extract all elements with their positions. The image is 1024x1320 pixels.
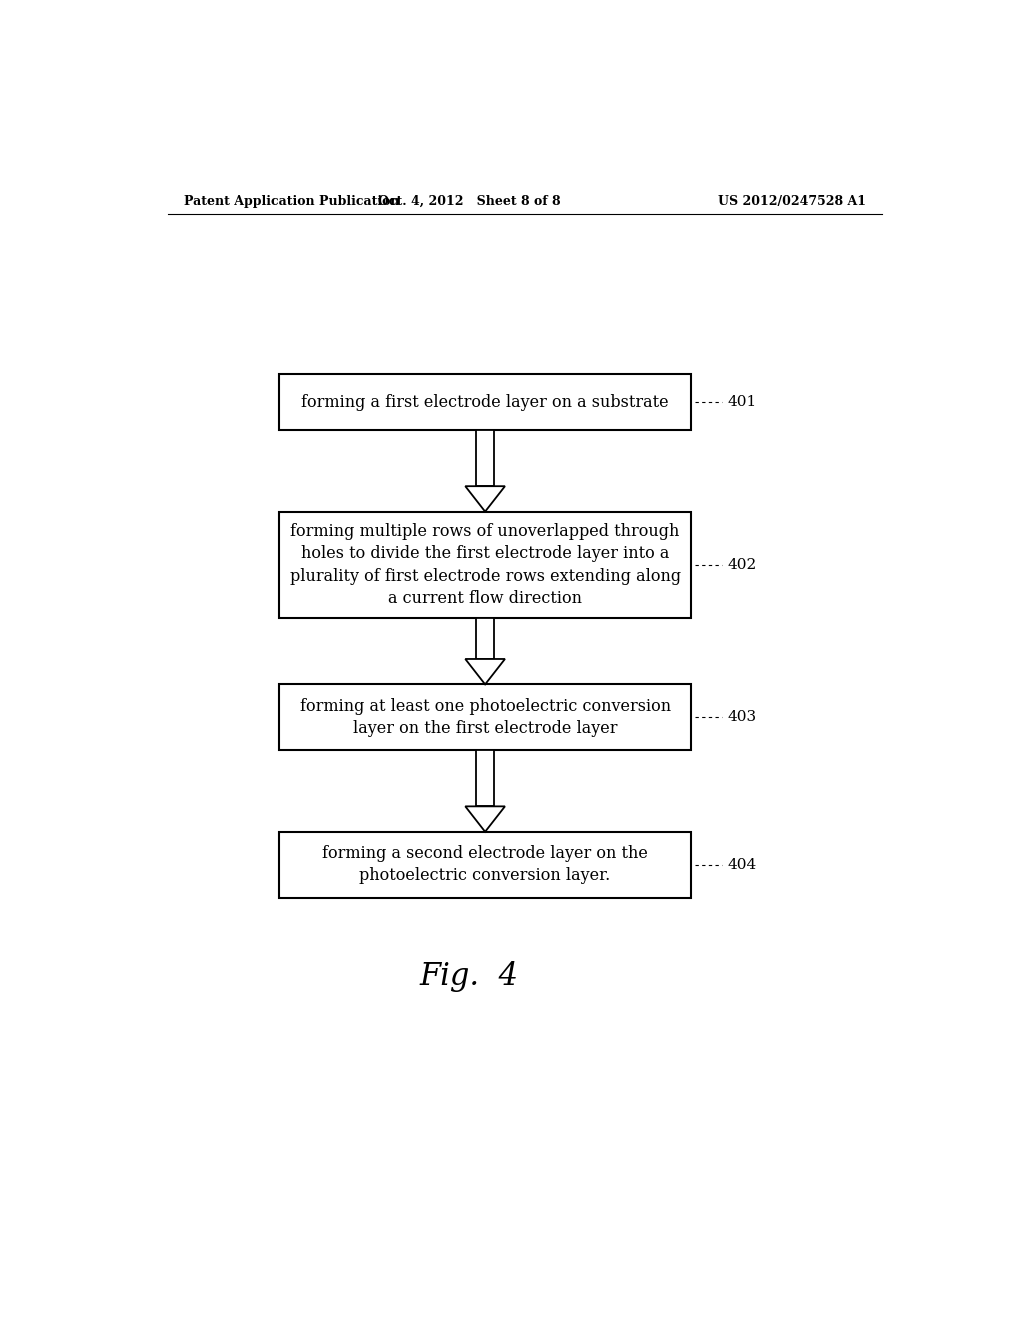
Text: 401: 401 [727, 395, 757, 409]
Text: US 2012/0247528 A1: US 2012/0247528 A1 [718, 194, 866, 207]
Text: 404: 404 [727, 858, 757, 871]
Bar [279, 684, 691, 751]
Bar [476, 618, 494, 659]
Text: forming multiple rows of unoverlapped through
holes to divide the first electrod: forming multiple rows of unoverlapped th… [290, 523, 681, 607]
Polygon shape [465, 659, 505, 684]
Text: 403: 403 [727, 710, 757, 725]
Text: forming at least one photoelectric conversion
layer on the first electrode layer: forming at least one photoelectric conve… [300, 698, 671, 737]
Text: forming a first electrode layer on a substrate: forming a first electrode layer on a sub… [301, 393, 669, 411]
Bar [476, 430, 494, 486]
Text: 402: 402 [727, 558, 757, 572]
Bar [279, 375, 691, 430]
Bar [476, 751, 494, 807]
Bar [279, 512, 691, 618]
Text: Fig.  4: Fig. 4 [420, 961, 519, 993]
Bar [279, 832, 691, 898]
Text: forming a second electrode layer on the
photoelectric conversion layer.: forming a second electrode layer on the … [323, 845, 648, 884]
Text: Patent Application Publication: Patent Application Publication [183, 194, 399, 207]
Text: Oct. 4, 2012   Sheet 8 of 8: Oct. 4, 2012 Sheet 8 of 8 [378, 194, 560, 207]
Polygon shape [465, 807, 505, 832]
Polygon shape [465, 486, 505, 512]
